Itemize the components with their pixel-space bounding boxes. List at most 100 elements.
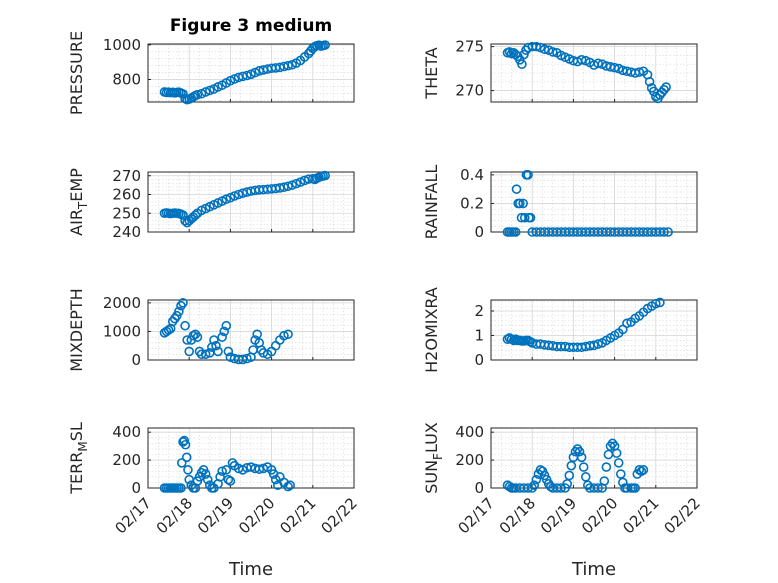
data-point <box>242 353 252 364</box>
x-tick-label: 02/20 <box>235 494 278 537</box>
y-axis-label: SUNFLUX <box>422 422 445 494</box>
data-point <box>589 340 599 351</box>
y-tick-label: 0.2 <box>460 194 484 212</box>
data-point <box>188 330 199 341</box>
subplot-h2omixra: 0 1 2 H2OMIXRA <box>422 287 698 373</box>
y-tick-label: 1000 <box>103 36 141 54</box>
data-point <box>291 178 302 189</box>
y-tick-label: 2 <box>474 302 484 320</box>
data-point <box>613 458 624 468</box>
data-point <box>209 335 219 345</box>
data-point <box>531 474 542 485</box>
data-point <box>519 212 530 223</box>
data-point <box>179 435 190 446</box>
data-point <box>192 89 203 100</box>
y-tick-label: 270 <box>455 82 484 100</box>
data-point <box>562 479 573 489</box>
data-point <box>225 476 236 486</box>
y-tick-label: 1000 <box>103 322 141 340</box>
y-axis-label: AIRTEMP <box>67 168 90 236</box>
data-point <box>578 462 589 472</box>
subplot-rainfall: 0 0.2 0.4 RAINFALL <box>422 165 698 241</box>
data-point <box>283 329 293 340</box>
x-tick-label: 02/21 <box>276 494 319 537</box>
y-tick-label: 270 <box>112 167 141 185</box>
data-point <box>529 480 540 491</box>
y-tick-label: 400 <box>112 423 141 441</box>
data-point <box>192 332 203 342</box>
data-point <box>221 465 232 475</box>
data-point <box>566 460 577 471</box>
data-point <box>663 227 673 237</box>
x-tick-label: 02/18 <box>496 494 539 537</box>
data-point <box>202 474 213 485</box>
data-point <box>283 60 293 71</box>
data-point <box>237 354 248 365</box>
y-tick-label: 0 <box>131 479 141 497</box>
x-tick-label: 02/22 <box>661 494 704 537</box>
data-point <box>225 352 236 362</box>
data-point <box>599 476 610 486</box>
axes-frame <box>490 43 698 103</box>
data-point <box>252 329 262 340</box>
x-tick-label: 02/19 <box>194 494 237 537</box>
data-point <box>545 481 556 492</box>
data-point <box>634 465 645 475</box>
data-point <box>659 84 669 95</box>
data-point <box>523 170 533 180</box>
data-point <box>221 194 232 204</box>
data-point <box>593 339 603 349</box>
y-axis-label: TERRMSL <box>67 422 90 495</box>
y-tick-label: 0 <box>474 223 484 241</box>
data-point <box>176 483 186 493</box>
x-tick-label: 02/17 <box>455 494 498 537</box>
data-point <box>178 210 188 220</box>
data-point <box>181 452 192 463</box>
data-point <box>190 210 201 220</box>
data-point <box>283 481 293 492</box>
data-point <box>279 330 289 341</box>
data-point <box>638 465 649 475</box>
data-point <box>531 41 542 52</box>
data-point <box>217 466 227 477</box>
y-tick-label: 200 <box>112 451 141 469</box>
data-point <box>184 346 194 357</box>
data-point <box>223 474 234 485</box>
x-tick-label: 02/18 <box>153 494 196 537</box>
y-tick-label: 260 <box>112 186 141 204</box>
data-point <box>622 318 632 329</box>
data-point <box>519 49 529 60</box>
data-point <box>593 483 603 493</box>
y-tick-label: 0 <box>131 351 141 369</box>
data-point <box>609 62 620 73</box>
y-tick-label: 0 <box>474 351 484 369</box>
data-point <box>630 483 641 493</box>
data-point <box>180 215 190 226</box>
y-axis-label: H2OMIXRA <box>422 287 441 373</box>
data-point <box>517 59 527 70</box>
data-point <box>634 67 645 77</box>
data-point <box>576 55 587 65</box>
data-point <box>580 472 591 482</box>
axes-box <box>490 427 698 489</box>
y-tick-label: 2000 <box>103 294 141 312</box>
data-point <box>574 446 585 457</box>
x-tick-label: 02/22 <box>318 494 361 537</box>
data-point <box>518 198 528 209</box>
y-tick-label: 1 <box>474 327 484 345</box>
data-point <box>200 349 211 360</box>
axes-box <box>490 299 698 361</box>
x-tick-label: 02/20 <box>578 494 621 537</box>
data-point <box>211 340 221 351</box>
data-point <box>221 320 232 331</box>
y-axis-label: RAINFALL <box>422 165 441 240</box>
data-point <box>213 346 223 357</box>
data-point <box>576 452 587 463</box>
data-point <box>510 227 521 237</box>
subplot-theta: 270 275 THETA <box>422 38 698 104</box>
axes-frame <box>147 43 355 103</box>
data-point <box>176 458 187 468</box>
y-tick-label: 250 <box>112 204 141 222</box>
